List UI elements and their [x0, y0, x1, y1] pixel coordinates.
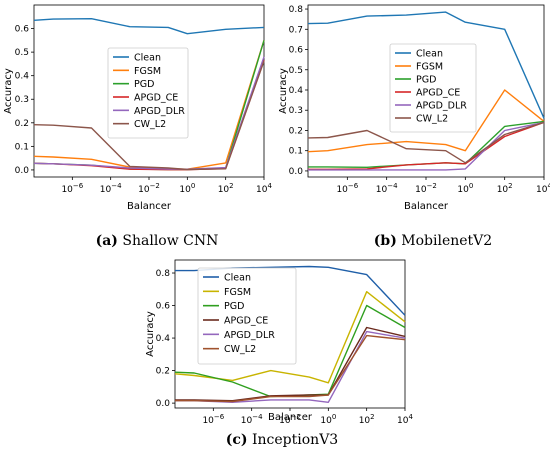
- y-tick-label: 0.1: [15, 142, 29, 152]
- series-line: [175, 326, 406, 402]
- y-tick-label: 0.5: [15, 48, 29, 58]
- y-tick-label: 0.4: [289, 86, 304, 96]
- y-tick-label: 0.0: [15, 166, 30, 176]
- legend: Clean FGSM PGD APGD_CE APGD_DLR CW_L2: [107, 47, 189, 139]
- series-line: [175, 334, 406, 403]
- y-tick-label: 0.0: [289, 167, 304, 177]
- y-tick-label: 0.8: [156, 269, 171, 279]
- x-tick-label: 100: [179, 182, 195, 195]
- y-tick-label: 0.7: [289, 25, 303, 35]
- y-tick-label: 0.6: [289, 46, 304, 56]
- legend-entry: APGD_CE: [134, 93, 178, 104]
- legend-entry: PGD: [134, 79, 154, 90]
- x-axis-label: Balancer: [268, 412, 313, 423]
- legend-entry: APGD_CE: [416, 88, 460, 99]
- legend-entry: CW_L2: [224, 344, 256, 355]
- y-tick-label: 0.0: [156, 399, 171, 409]
- y-tick-label: 0.2: [156, 367, 170, 377]
- legend-entry: APGD_CE: [224, 316, 268, 327]
- chart-caption: (b) MobilenetV2: [374, 233, 492, 249]
- legend-entry: PGD: [224, 301, 244, 312]
- series-line: [307, 89, 545, 153]
- y-tick-label: 0.6: [15, 25, 30, 35]
- legend-entry: FGSM: [416, 62, 443, 73]
- x-tick-label: 10−2: [415, 182, 437, 195]
- chart-panel: 0.0 0.2 0.4 0.6 0.8 10−6 10−4 10−2 100 102 104 Bala…: [145, 259, 413, 448]
- x-tick-label: 10−6: [336, 182, 358, 195]
- legend: Clean FGSM PGD APGD_CE APGD_DLR CW_L2: [389, 43, 477, 133]
- y-tick-label: 0.4: [15, 72, 30, 82]
- series-line: [307, 11, 545, 119]
- x-axis-label: Balancer: [404, 201, 449, 212]
- y-tick-label: 0.2: [15, 119, 29, 129]
- y-tick-label: 0.4: [156, 334, 171, 344]
- series-line: [33, 56, 265, 170]
- y-tick-label: 0.6: [156, 302, 171, 312]
- legend-entry: PGD: [416, 75, 436, 86]
- x-tick-label: 104: [397, 413, 413, 426]
- y-axis-label: Accuracy: [278, 68, 289, 114]
- legend-entry: APGD_DLR: [224, 330, 275, 341]
- series-line: [33, 60, 265, 171]
- y-tick-label: 0.1: [289, 147, 303, 157]
- x-tick-label: 10−4: [241, 413, 263, 426]
- x-tick-label: 102: [218, 182, 234, 195]
- x-tick-label: 100: [320, 413, 336, 426]
- chart-caption: (a) Shallow CNN: [96, 233, 219, 249]
- legend-entry: FGSM: [224, 287, 251, 298]
- legend-entry: Clean: [134, 53, 161, 64]
- chart-panel: 0.0 0.1 0.2 0.3 0.4 0.5 0.6 10−6 10−4 10−2 100 102 1…: [3, 4, 272, 249]
- x-tick-label: 10−6: [202, 413, 224, 426]
- legend-box: [197, 267, 297, 365]
- y-tick-label: 0.5: [289, 66, 303, 76]
- x-tick-label: 10−4: [100, 182, 122, 195]
- legend-entry: FGSM: [134, 66, 161, 77]
- series-line: [174, 291, 406, 384]
- legend-entry: CW_L2: [416, 114, 448, 125]
- x-tick-label: 100: [457, 182, 473, 195]
- y-tick-label: 0.3: [15, 95, 29, 105]
- x-tick-label: 104: [256, 182, 272, 195]
- x-tick-label: 102: [359, 413, 375, 426]
- x-axis-label: Balancer: [127, 201, 172, 212]
- series-line: [33, 18, 265, 35]
- chart-caption: (c) InceptionV3: [226, 432, 338, 448]
- y-tick-label: 0.8: [289, 5, 304, 15]
- legend-entry: Clean: [416, 49, 443, 60]
- y-axis-label: Accuracy: [145, 311, 156, 357]
- y-axis-label: Accuracy: [3, 68, 14, 114]
- legend: Clean FGSM PGD APGD_CE APGD_DLR CW_L2: [197, 267, 297, 365]
- x-tick-label: 10−2: [138, 182, 160, 195]
- legend-entry: Clean: [224, 273, 251, 284]
- x-tick-label: 10−6: [61, 182, 83, 195]
- series-line: [308, 121, 545, 171]
- legend-entry: APGD_DLR: [134, 106, 185, 117]
- x-tick-label: 10−4: [376, 182, 398, 195]
- legend-box: [389, 43, 477, 133]
- x-tick-label: 102: [497, 182, 513, 195]
- legend-entry: APGD_DLR: [416, 101, 467, 112]
- x-tick-label: 104: [536, 182, 550, 195]
- y-tick-label: 0.3: [289, 106, 303, 116]
- y-tick-label: 0.2: [289, 126, 303, 136]
- x-tick-label: 10−2: [279, 413, 301, 426]
- legend-entry: CW_L2: [134, 119, 166, 130]
- series-line: [307, 121, 545, 164]
- chart-panel: 0.0 0.1 0.2 0.3 0.4 0.5 0.6 0.7 0.8 10−6 10−4 10−2 1…: [278, 4, 550, 249]
